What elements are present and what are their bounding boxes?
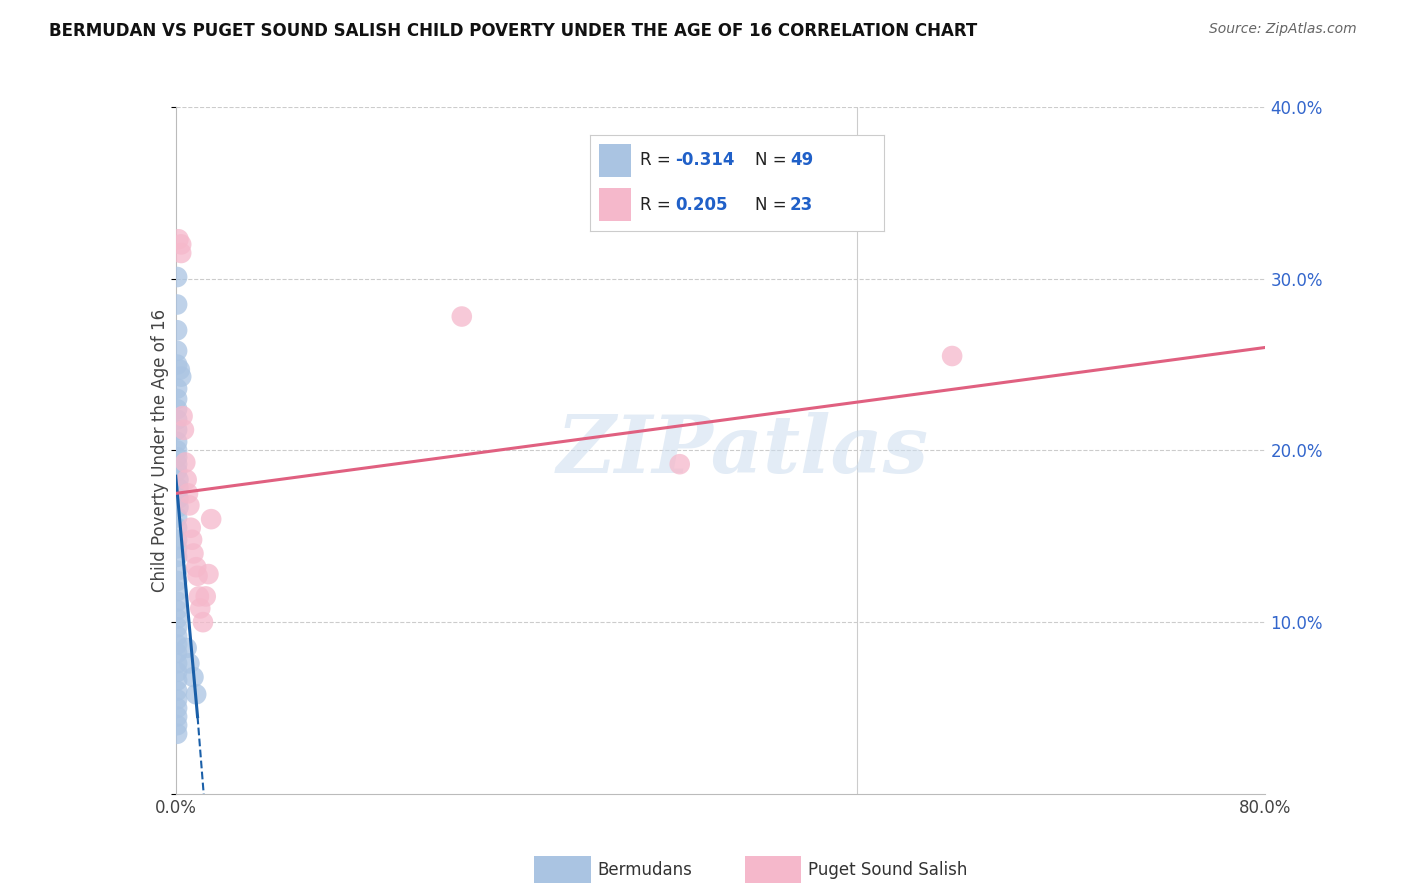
Point bbox=[166, 620, 188, 634]
Point bbox=[166, 718, 188, 732]
Point bbox=[183, 670, 205, 684]
Point bbox=[172, 409, 194, 423]
Point bbox=[167, 500, 190, 515]
Point bbox=[166, 692, 188, 706]
Point bbox=[450, 310, 472, 324]
Point bbox=[170, 369, 193, 384]
Point bbox=[191, 615, 214, 630]
Point bbox=[166, 297, 188, 311]
Point bbox=[166, 533, 188, 547]
Point bbox=[166, 457, 188, 471]
Point bbox=[668, 457, 690, 471]
Point bbox=[166, 270, 188, 285]
Y-axis label: Child Poverty Under the Age of 16: Child Poverty Under the Age of 16 bbox=[150, 309, 169, 592]
Point bbox=[166, 683, 188, 698]
Point bbox=[166, 464, 188, 478]
Text: Source: ZipAtlas.com: Source: ZipAtlas.com bbox=[1209, 22, 1357, 37]
Point bbox=[177, 486, 200, 500]
Point bbox=[167, 232, 190, 246]
Point bbox=[166, 434, 188, 449]
Point bbox=[187, 590, 209, 604]
Point bbox=[170, 237, 193, 252]
Point bbox=[166, 343, 188, 358]
Point bbox=[188, 601, 211, 615]
Point bbox=[166, 443, 188, 458]
Point bbox=[166, 584, 188, 599]
Point bbox=[166, 727, 188, 741]
Point bbox=[197, 567, 219, 582]
Point bbox=[166, 521, 188, 535]
Point bbox=[166, 541, 188, 556]
Text: Bermudans: Bermudans bbox=[598, 861, 692, 879]
Point bbox=[166, 701, 188, 715]
Point bbox=[173, 423, 195, 437]
Point bbox=[166, 382, 188, 396]
Point bbox=[186, 569, 209, 583]
Point bbox=[166, 646, 188, 660]
Point bbox=[174, 455, 197, 469]
Point bbox=[167, 481, 190, 495]
Text: Puget Sound Salish: Puget Sound Salish bbox=[808, 861, 967, 879]
Point bbox=[167, 473, 190, 487]
Point bbox=[200, 512, 222, 526]
Point bbox=[166, 323, 188, 337]
Point bbox=[166, 612, 188, 626]
Point bbox=[176, 640, 198, 655]
Point bbox=[166, 358, 188, 372]
Point bbox=[166, 402, 188, 417]
Point bbox=[166, 423, 188, 437]
Point bbox=[166, 392, 188, 406]
Point bbox=[166, 603, 188, 617]
Point bbox=[166, 629, 188, 643]
Point bbox=[166, 665, 188, 679]
Point bbox=[183, 546, 205, 561]
Point bbox=[166, 574, 188, 588]
Point bbox=[941, 349, 963, 363]
Point bbox=[176, 473, 198, 487]
Point bbox=[169, 363, 191, 377]
Point bbox=[167, 491, 190, 506]
Point bbox=[166, 549, 188, 564]
Point bbox=[186, 687, 208, 701]
Point bbox=[194, 590, 217, 604]
Point bbox=[166, 594, 188, 608]
Point bbox=[180, 521, 202, 535]
Point bbox=[186, 560, 208, 574]
Point bbox=[181, 533, 204, 547]
Point bbox=[166, 450, 188, 465]
Point bbox=[170, 246, 193, 260]
Text: ZIPatlas: ZIPatlas bbox=[557, 412, 928, 489]
Point bbox=[166, 564, 188, 578]
Point bbox=[166, 412, 188, 426]
Point bbox=[166, 657, 188, 671]
Point bbox=[179, 499, 201, 513]
Point bbox=[166, 510, 188, 524]
Point bbox=[166, 709, 188, 723]
Point bbox=[166, 638, 188, 652]
Point bbox=[179, 657, 201, 671]
Point bbox=[166, 673, 188, 688]
Text: BERMUDAN VS PUGET SOUND SALISH CHILD POVERTY UNDER THE AGE OF 16 CORRELATION CHA: BERMUDAN VS PUGET SOUND SALISH CHILD POV… bbox=[49, 22, 977, 40]
